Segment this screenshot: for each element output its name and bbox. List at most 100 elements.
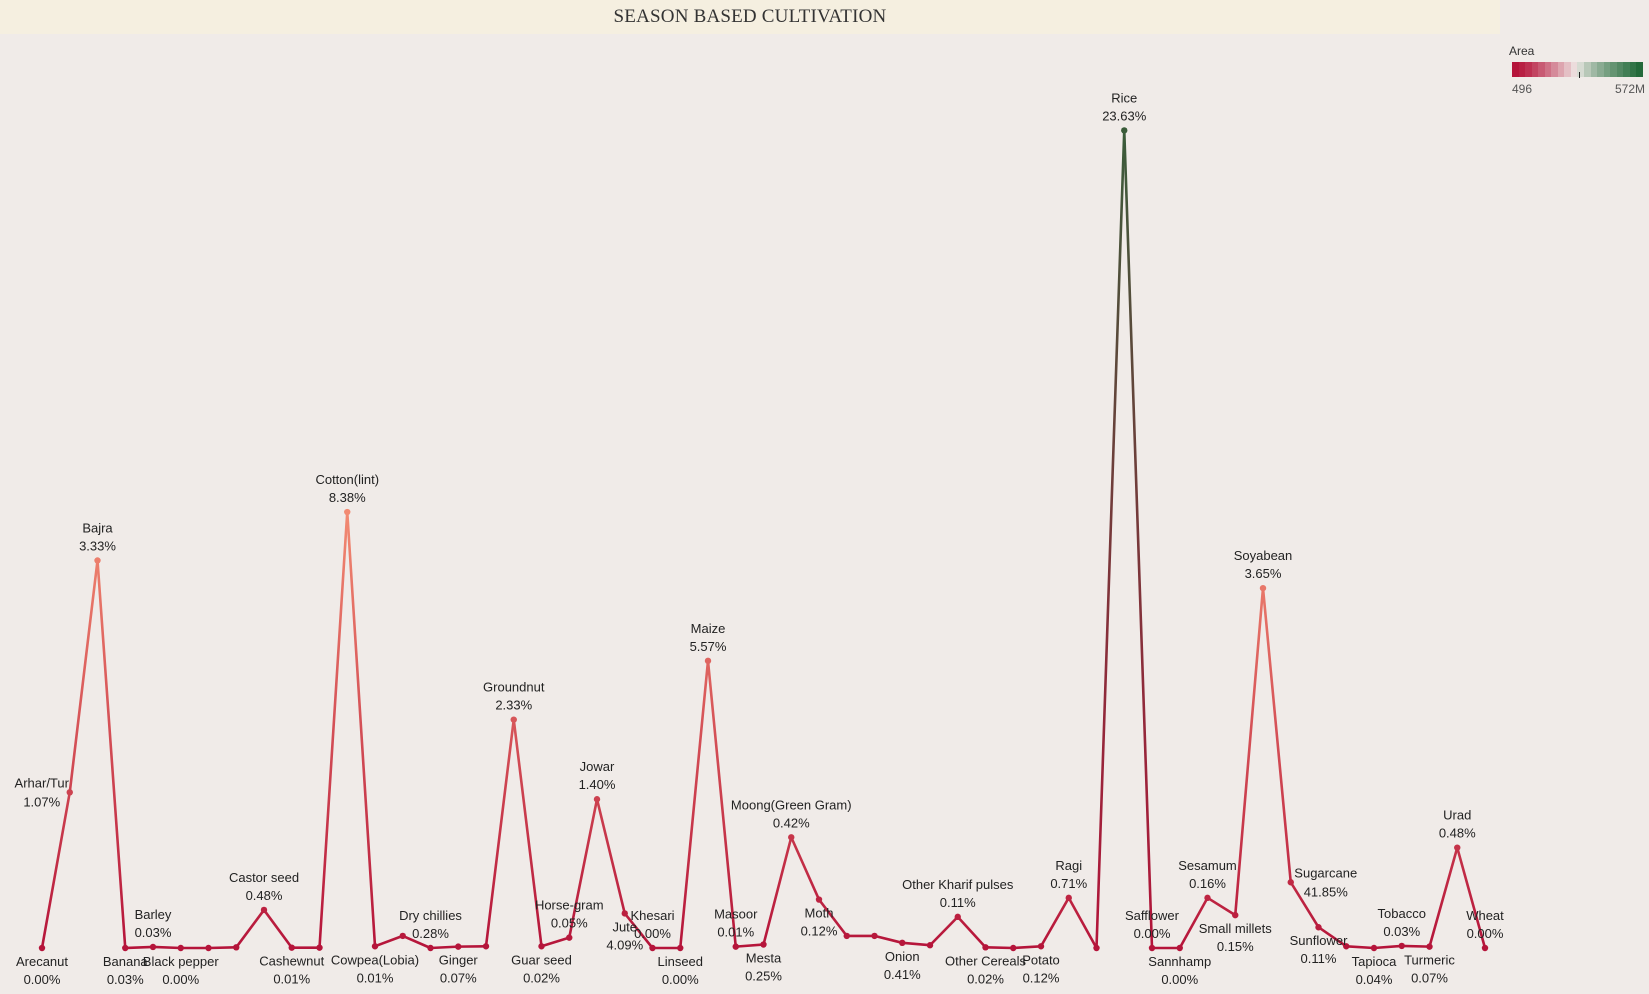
point-name-label: Mesta xyxy=(746,951,782,966)
point-name-label: Dry chillies xyxy=(399,908,462,923)
data-point[interactable] xyxy=(1343,943,1350,950)
data-point[interactable] xyxy=(427,944,434,952)
data-point[interactable] xyxy=(344,508,351,516)
legend-ramp-step xyxy=(1557,62,1565,77)
point-name-label: Ginger xyxy=(439,953,479,968)
data-point[interactable] xyxy=(66,789,73,796)
data-point[interactable] xyxy=(1093,944,1100,952)
data-point-group xyxy=(38,127,1489,952)
data-point[interactable] xyxy=(205,944,212,952)
point-name-label: Barley xyxy=(135,907,172,922)
series-segment xyxy=(68,559,99,794)
data-point[interactable] xyxy=(788,834,795,841)
legend-ramp-step xyxy=(1544,62,1552,77)
point-name-label: Arecanut xyxy=(16,954,68,969)
series-segment xyxy=(1344,944,1376,950)
series-segment xyxy=(1289,880,1320,929)
point-value-label: 0.00% xyxy=(1161,972,1198,987)
data-point[interactable] xyxy=(455,943,462,950)
data-point[interactable] xyxy=(677,944,684,952)
data-point[interactable] xyxy=(1121,127,1128,134)
data-point[interactable] xyxy=(233,944,240,951)
data-point[interactable] xyxy=(510,716,517,723)
point-value-label: 1.07% xyxy=(23,794,60,809)
data-point[interactable] xyxy=(926,942,934,949)
point-name-label: Black pepper xyxy=(143,954,220,969)
series-segment xyxy=(928,915,960,947)
series-segment xyxy=(1372,944,1404,950)
data-point[interactable] xyxy=(482,943,490,950)
data-point[interactable] xyxy=(1370,944,1378,952)
data-point[interactable] xyxy=(899,939,906,947)
point-value-label: 0.41% xyxy=(884,967,921,982)
data-label-group: Arecanut 0.00% Arhar/Tur 1.07% Bajra 3.33% Ban… xyxy=(15,90,1505,987)
data-point[interactable] xyxy=(871,932,878,940)
data-point[interactable] xyxy=(149,943,157,951)
point-name-label: Potato xyxy=(1022,952,1060,967)
point-value-label: 0.00% xyxy=(662,972,699,987)
data-point[interactable] xyxy=(260,906,268,914)
data-point[interactable] xyxy=(316,944,323,951)
chart-title-bar: SEASON BASED CULTIVATION xyxy=(0,0,1500,34)
data-point[interactable] xyxy=(371,943,379,950)
chart-title: SEASON BASED CULTIVATION xyxy=(613,6,887,27)
series-segment xyxy=(40,790,72,950)
data-point[interactable] xyxy=(1287,879,1294,886)
series-segment xyxy=(262,908,294,949)
point-value-label: 0.01% xyxy=(273,972,310,987)
data-point[interactable] xyxy=(982,944,989,951)
data-point[interactable] xyxy=(593,796,601,803)
data-point[interactable] xyxy=(621,910,628,917)
data-point[interactable] xyxy=(954,913,961,921)
point-value-label: 0.05% xyxy=(551,916,588,931)
data-point[interactable] xyxy=(94,557,101,564)
data-point[interactable] xyxy=(177,944,184,952)
point-name-label: Banana xyxy=(103,954,149,969)
data-point[interactable] xyxy=(1148,944,1156,952)
data-point[interactable] xyxy=(1204,894,1211,902)
point-name-label: Cotton(lint) xyxy=(315,472,379,487)
data-point[interactable] xyxy=(732,943,739,950)
data-point[interactable] xyxy=(760,941,767,948)
data-point[interactable] xyxy=(843,932,850,940)
point-name-label: Wheat xyxy=(1466,908,1504,923)
series-segment xyxy=(151,945,183,950)
series-segment xyxy=(1067,896,1098,950)
data-point[interactable] xyxy=(1454,844,1461,851)
data-point[interactable] xyxy=(566,934,573,941)
data-point[interactable] xyxy=(815,896,823,903)
data-point[interactable] xyxy=(399,932,406,940)
data-point[interactable] xyxy=(704,657,712,665)
series-segment xyxy=(512,718,543,948)
point-name-label: Sannhamp xyxy=(1148,954,1211,969)
series-segment xyxy=(96,559,127,950)
data-point[interactable] xyxy=(649,944,656,952)
point-name-label: Sunflower xyxy=(1290,933,1348,948)
data-point[interactable] xyxy=(1315,924,1322,931)
legend-ramp-step xyxy=(1623,62,1630,77)
data-point[interactable] xyxy=(288,944,295,951)
legend-ramp-step xyxy=(1577,62,1585,77)
data-point[interactable] xyxy=(122,944,129,952)
series-segment xyxy=(123,945,155,950)
series-segment xyxy=(762,835,793,946)
series-segment xyxy=(1178,896,1209,950)
data-point[interactable] xyxy=(1259,584,1267,592)
data-point[interactable] xyxy=(38,944,46,952)
data-point[interactable] xyxy=(1010,944,1017,952)
data-point[interactable] xyxy=(1426,943,1433,950)
data-point[interactable] xyxy=(1481,944,1489,952)
data-point[interactable] xyxy=(1398,942,1405,950)
data-point[interactable] xyxy=(1037,943,1045,950)
point-value-label: 1.40% xyxy=(579,777,616,792)
series-segment xyxy=(429,945,460,950)
data-point[interactable] xyxy=(1065,894,1072,902)
point-value-label: 4.09% xyxy=(606,937,643,952)
data-point[interactable] xyxy=(1176,944,1183,952)
point-name-label: Other Kharif pulses xyxy=(902,877,1014,892)
series-segment xyxy=(984,946,1015,950)
data-point[interactable] xyxy=(538,943,545,950)
legend-ramp-step xyxy=(1603,62,1611,77)
legend-ramp-step xyxy=(1512,62,1519,77)
data-point[interactable] xyxy=(1232,911,1239,919)
